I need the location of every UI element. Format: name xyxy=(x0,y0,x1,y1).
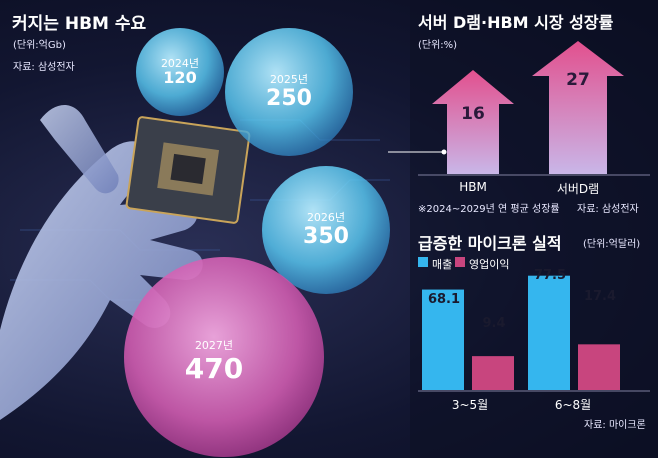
left-source: 자료: 삼성전자 xyxy=(13,62,75,73)
bar-value-profit-q2: 17.4 xyxy=(583,289,617,304)
bubble-value-2026: 350 xyxy=(303,224,349,249)
arrow-value-server-dram: 27 xyxy=(566,70,590,90)
bar-value-revenue-q1: 68.1 xyxy=(427,292,461,307)
growth-unit: (단위:%) xyxy=(418,40,458,51)
period-label-6-8: 6~8월 xyxy=(554,398,592,412)
growth-title: 서버 D램·HBM 시장 성장률 xyxy=(418,13,614,32)
period-label-3-5: 3~5월 xyxy=(451,398,489,412)
bubble-2024 xyxy=(136,28,224,116)
growth-source: 자료: 삼성전자 xyxy=(577,204,639,215)
micron-title: 급증한 마이크론 실적 xyxy=(418,234,562,253)
bubble-year-2025: 2025년 xyxy=(269,73,309,86)
bar-profit-1 xyxy=(472,356,514,390)
bar-revenue-2 xyxy=(528,275,570,390)
bubble-year-2026: 2026년 xyxy=(306,211,346,224)
bubble-year-2024: 2024년 xyxy=(160,57,200,70)
bar-revenue-1 xyxy=(422,289,464,390)
growth-footnote: ※2024~2029년 연 평균 성장률 xyxy=(418,204,560,215)
legend-swatch-revenue xyxy=(418,257,428,267)
bubble-value-2027: 470 xyxy=(184,352,244,385)
bubble-2026 xyxy=(262,166,390,294)
category-label-hbm: HBM xyxy=(459,180,487,194)
bar-value-revenue-q2: 77.5 xyxy=(533,268,567,283)
bubble-2027 xyxy=(124,257,324,457)
left-unit: (단위:억Gb) xyxy=(13,40,66,51)
arrow-server-dram xyxy=(532,41,624,174)
bubble-year-2027: 2027년 xyxy=(194,339,234,352)
chip-image xyxy=(125,116,251,224)
micron-unit: (단위:억달러) xyxy=(583,239,641,250)
micron-source: 자료: 마이크론 xyxy=(584,420,646,431)
legend-label-operating-profit: 영업이익 xyxy=(469,258,510,271)
bubble-2025 xyxy=(225,28,353,156)
category-label-server-dram: 서버D램 xyxy=(556,182,600,196)
left-title: 커지는 HBM 수요 xyxy=(12,14,147,34)
bubble-chart xyxy=(124,28,390,457)
legend-label-revenue: 매출 xyxy=(432,258,453,271)
bar-value-profit-q1: 9.4 xyxy=(482,316,506,331)
bar-profit-2 xyxy=(578,344,620,390)
arrow-hbm xyxy=(432,70,514,174)
bubble-value-2024: 120 xyxy=(163,68,197,87)
bubble-value-2025: 250 xyxy=(266,86,312,111)
growth-arrows xyxy=(432,41,624,174)
micron-bars xyxy=(422,275,620,390)
legend-swatch-operating-profit xyxy=(455,257,465,267)
arrow-value-hbm: 16 xyxy=(461,104,485,124)
